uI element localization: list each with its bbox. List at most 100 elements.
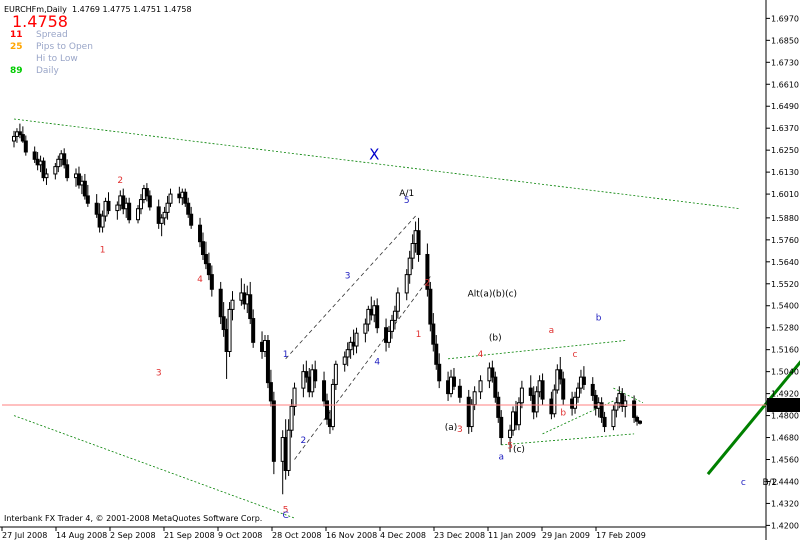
candle-body-down (183, 191, 188, 204)
candle (301, 364, 306, 398)
wave-label: X (369, 145, 379, 163)
candle-body-down (23, 140, 28, 153)
wave-label: (b) (489, 334, 502, 344)
candle-body-down (322, 380, 327, 402)
candle (407, 250, 412, 284)
candle-body-down (147, 195, 152, 208)
candle-body-up (410, 243, 415, 259)
candle (206, 252, 211, 281)
candle-body-down (437, 363, 442, 382)
candle (354, 327, 359, 354)
y-tick-label: 1.6370 (771, 124, 799, 133)
y-tick-label: 1.4440 (771, 477, 799, 486)
candle (53, 162, 58, 180)
candle (490, 360, 495, 383)
panel-label: Spread (36, 30, 68, 40)
candle-body-up (573, 396, 578, 409)
candle-body-up (230, 299, 235, 310)
wave-label: 4 (374, 357, 380, 367)
candle-body-up (301, 371, 306, 389)
panel-label: Pips to Open (36, 42, 93, 52)
candle-body-up (508, 429, 513, 439)
candle (575, 382, 580, 403)
candle-body-down (189, 213, 194, 226)
candle-body-up (100, 215, 105, 228)
candle-body-up (552, 389, 557, 415)
candle-body-up (333, 363, 338, 385)
wave-label: A/1 (399, 189, 414, 199)
candle (271, 391, 276, 475)
candle (304, 360, 309, 383)
y-tick-label: 1.4320 (771, 499, 799, 508)
candle-body-down (599, 402, 604, 418)
candle-body-down (632, 400, 637, 418)
candle-body-up (292, 387, 297, 407)
wave-label: Alt(a)(b)(c) (468, 290, 517, 300)
candle-body-down (561, 378, 566, 400)
candle-body-down (416, 230, 421, 255)
candle-body-up (395, 292, 400, 312)
wave-label: b (560, 409, 566, 419)
candle-body-down (198, 224, 203, 243)
candle (221, 302, 226, 337)
candle (268, 369, 273, 407)
panel-value: 89 (10, 66, 23, 76)
y-tick-label: 1.6130 (771, 168, 799, 177)
candle-body-down (221, 316, 226, 331)
candle (632, 395, 637, 423)
candle (94, 194, 99, 218)
candle-body-up (472, 391, 477, 406)
candle (115, 201, 120, 220)
wave-label: (a) (445, 423, 458, 433)
wave-label: 1 (416, 330, 422, 340)
candle-body-up (12, 135, 16, 142)
candle-body-up (227, 308, 232, 353)
candle-body-down (434, 343, 439, 365)
y-tick-label: 1.6970 (771, 14, 799, 23)
wave-label: c (741, 478, 746, 488)
y-tick-label: 1.4200 (771, 521, 799, 530)
candle (416, 217, 421, 262)
candle-body-up (387, 330, 392, 343)
candle (138, 194, 143, 215)
candle-body-down (493, 376, 498, 398)
candle (434, 335, 439, 370)
candle (451, 367, 456, 390)
big-price: 1.4758 (12, 12, 68, 31)
candle-body-up (56, 158, 61, 168)
candle (186, 197, 191, 218)
candle (292, 382, 297, 416)
candle-body-down (496, 396, 501, 418)
price-tag-label: 1.4758 (770, 402, 800, 411)
y-tick-label: 1.5160 (771, 346, 799, 355)
candle (581, 366, 586, 390)
candle (82, 173, 87, 200)
candle (528, 375, 533, 401)
candle-body-down (540, 380, 545, 400)
trendline-projection (706, 360, 800, 476)
candle (313, 360, 318, 389)
candle (156, 199, 161, 229)
candle-body-down (431, 323, 436, 345)
candle (286, 419, 291, 476)
candle (602, 411, 607, 433)
candle (106, 192, 111, 215)
candle (56, 155, 61, 173)
candle (230, 291, 235, 321)
y-tick-label: 1.6010 (771, 190, 799, 199)
candle (516, 397, 521, 431)
candle (12, 130, 16, 148)
x-tick-label: 17 Feb 2009 (596, 531, 646, 540)
candle-body-down (265, 340, 270, 384)
candle (227, 302, 232, 357)
wave-label: 1 (283, 350, 289, 360)
price-tag (767, 398, 800, 412)
candle-body-up (516, 402, 521, 426)
x-tick-label: 14 Aug 2008 (56, 531, 107, 540)
candle-body-up (534, 391, 539, 413)
trendline-triangle-top (448, 340, 626, 360)
candle (203, 241, 208, 270)
x-tick-label: 27 Jul 2008 (2, 531, 47, 540)
candle (62, 148, 67, 169)
